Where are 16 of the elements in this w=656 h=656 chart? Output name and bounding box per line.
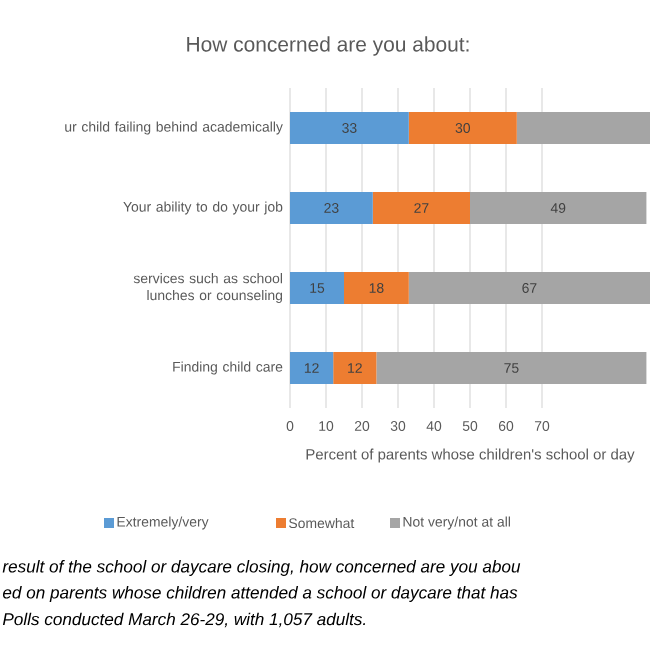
bar: [376, 352, 647, 385]
bar: [333, 352, 377, 385]
bar: [290, 112, 409, 145]
bar: [470, 192, 647, 225]
bar: [516, 112, 651, 145]
bar: [408, 112, 517, 145]
bar: [290, 272, 344, 305]
bar: [290, 352, 334, 385]
text: ed on parents whose children attended a school or daycare that has: [2, 586, 518, 602]
bar: [290, 192, 373, 225]
bar: [372, 192, 470, 225]
bar: [408, 272, 651, 305]
text: Polls conducted March 26-29, with 1,057 adults.: [2, 612, 366, 628]
bar: [344, 272, 409, 305]
chart-title: How concerned are you about:: [187, 36, 469, 56]
text: result of the school or daycare closing, how concerned are you abou: [2, 560, 521, 576]
